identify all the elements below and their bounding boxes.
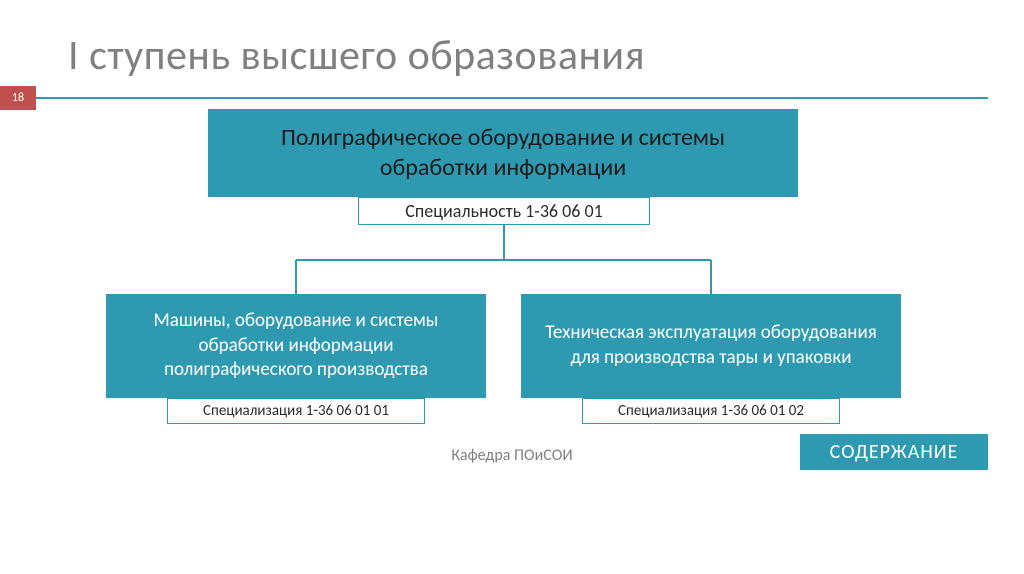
- root-node: Полиграфическое оборудование и системы о…: [208, 109, 798, 197]
- page-number-badge: 18: [0, 86, 36, 110]
- child-sublabel-right: Специализация 1-36 06 01 02: [582, 398, 840, 424]
- connector-lines: [0, 0, 1024, 574]
- page-title: I ступень высшего образования: [68, 30, 645, 81]
- root-node-label: Полиграфическое оборудование и системы о…: [238, 123, 768, 183]
- child-node-right-label: Техническая эксплуатация оборудования дл…: [541, 321, 881, 370]
- contents-button[interactable]: СОДЕРЖАНИЕ: [800, 434, 988, 470]
- child-sublabel-left: Специализация 1-36 06 01 01: [167, 398, 425, 424]
- child-node-left: Машины, оборудование и системы обработки…: [106, 294, 486, 398]
- slide: I ступень высшего образования 18 Полигра…: [0, 0, 1024, 574]
- title-rule: [36, 97, 988, 99]
- child-node-left-label: Машины, оборудование и системы обработки…: [126, 309, 466, 383]
- child-node-right: Техническая эксплуатация оборудования дл…: [521, 294, 901, 398]
- root-sublabel: Специальность 1-36 06 01: [358, 197, 650, 225]
